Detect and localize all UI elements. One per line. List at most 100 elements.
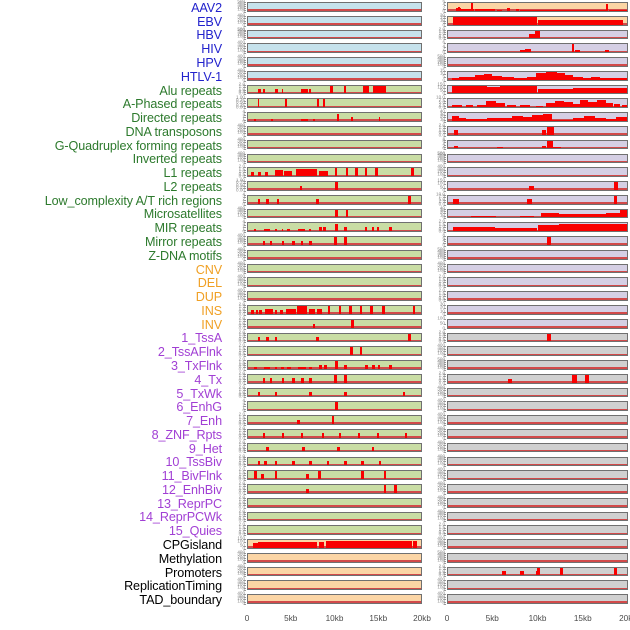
track-row[interactable]: 86420: [428, 137, 630, 151]
track-plot[interactable]: [247, 497, 422, 508]
track-plot[interactable]: [247, 15, 422, 26]
track-plot[interactable]: [447, 84, 628, 95]
track-plot[interactable]: [247, 57, 422, 67]
track-plot[interactable]: [447, 566, 628, 577]
track-row[interactable]: 43210: [228, 192, 424, 206]
track-plot[interactable]: [447, 373, 628, 384]
track-plot[interactable]: [247, 84, 422, 95]
track-plot[interactable]: [247, 552, 422, 563]
track-plot[interactable]: [247, 456, 422, 467]
track-plot[interactable]: [247, 539, 422, 549]
track-plot[interactable]: [447, 497, 628, 508]
track-plot[interactable]: [247, 236, 422, 246]
track-plot[interactable]: [247, 511, 422, 522]
track-row[interactable]: 151050: [428, 68, 630, 82]
track-row[interactable]: 3020100: [428, 302, 630, 316]
track-row[interactable]: 2.0 1.5 1.0 0.5 0.0: [228, 412, 424, 426]
track-plot[interactable]: [447, 525, 628, 536]
track-plot[interactable]: [247, 2, 422, 12]
track-plot[interactable]: [447, 277, 628, 288]
track-row[interactable]: 2.0 1.5 1.0 0.5 0.0: [428, 219, 630, 233]
track-plot[interactable]: [447, 181, 628, 191]
track-row[interactable]: 2.0 1.5 1.0 0.5 0.0: [428, 288, 630, 302]
track-plot[interactable]: [247, 442, 422, 453]
track-plot[interactable]: [447, 222, 628, 233]
track-row[interactable]: 150100500: [228, 536, 424, 550]
track-row[interactable]: 2.0 1.5 1.0 0.5 0.0: [228, 440, 424, 454]
track-row[interactable]: 5004003002001000: [428, 247, 630, 261]
track-plot[interactable]: [447, 98, 628, 109]
track-plot[interactable]: [247, 112, 422, 122]
track-row[interactable]: 5004003002001000: [428, 550, 630, 564]
track-row[interactable]: 150100500: [428, 178, 630, 192]
track-row[interactable]: 2.0 1.5 1.0 0.5 0.0: [228, 495, 424, 509]
track-row[interactable]: 2.0 1.5 1.0 0.5 0.0: [228, 343, 424, 357]
track-plot[interactable]: [247, 125, 422, 136]
track-plot[interactable]: [247, 139, 422, 150]
track-plot[interactable]: [247, 360, 422, 370]
track-plot[interactable]: [247, 387, 422, 398]
track-plot[interactable]: [447, 360, 628, 370]
track-plot[interactable]: [247, 415, 422, 425]
track-row[interactable]: 43210: [228, 398, 424, 412]
track-row[interactable]: 2.0 1.5 1.0 0.5 0.0: [228, 82, 424, 96]
track-row[interactable]: 43210: [228, 219, 424, 233]
track-row[interactable]: 403020100: [428, 109, 630, 123]
track-row[interactable]: 1.00 0.75 0.50 0.25 0.00: [228, 178, 424, 192]
track-plot[interactable]: [247, 346, 422, 357]
track-plot[interactable]: [247, 305, 422, 315]
track-row[interactable]: 2.0 1.5 1.0 0.5 0.0: [228, 316, 424, 330]
track-plot[interactable]: [447, 539, 628, 549]
track-row[interactable]: 2.0 1.5 1.0 0.5 0.0: [428, 522, 630, 536]
track-row[interactable]: 1.00 0.75 0.50 0.25 0.00: [228, 95, 424, 109]
track-plot[interactable]: [447, 401, 628, 412]
track-plot[interactable]: [247, 594, 422, 604]
track-plot[interactable]: [447, 387, 628, 398]
track-row[interactable]: 2.0 1.5 1.0 0.5 0.0: [228, 454, 424, 468]
track-plot[interactable]: [447, 291, 628, 301]
track-plot[interactable]: [247, 484, 422, 494]
track-row[interactable]: 5004003002001000: [228, 27, 424, 41]
track-row[interactable]: 2.0 1.5 1.0 0.5 0.0: [228, 467, 424, 481]
track-row[interactable]: 2.0 1.5 1.0 0.5 0.0: [228, 357, 424, 371]
track-plot[interactable]: [247, 277, 422, 288]
track-plot[interactable]: [447, 194, 628, 205]
track-plot[interactable]: [247, 181, 422, 191]
track-plot[interactable]: [247, 153, 422, 164]
track-row[interactable]: 5004003002001000: [428, 54, 630, 68]
track-plot[interactable]: [447, 552, 628, 563]
track-plot[interactable]: [447, 305, 628, 315]
track-row[interactable]: 2.0 1.5 1.0 0.5 0.0: [228, 385, 424, 399]
track-row[interactable]: 2.0 1.5 1.0 0.5 0.0: [428, 371, 630, 385]
track-plot[interactable]: [447, 43, 628, 54]
track-plot[interactable]: [447, 57, 628, 67]
track-plot[interactable]: [447, 15, 628, 26]
track-row[interactable]: 6420: [428, 0, 630, 13]
track-plot[interactable]: [447, 511, 628, 522]
track-plot[interactable]: [247, 318, 422, 329]
track-plot[interactable]: [247, 167, 422, 178]
track-row[interactable]: 86420: [428, 233, 630, 247]
track-plot[interactable]: [247, 580, 422, 591]
track-row[interactable]: 2.0 1.5 1.0 0.5 0.0: [228, 522, 424, 536]
track-plot[interactable]: [447, 139, 628, 150]
track-row[interactable]: 2.0 1.5 1.0 0.5 0.0: [428, 330, 630, 344]
track-plot[interactable]: [447, 2, 628, 12]
